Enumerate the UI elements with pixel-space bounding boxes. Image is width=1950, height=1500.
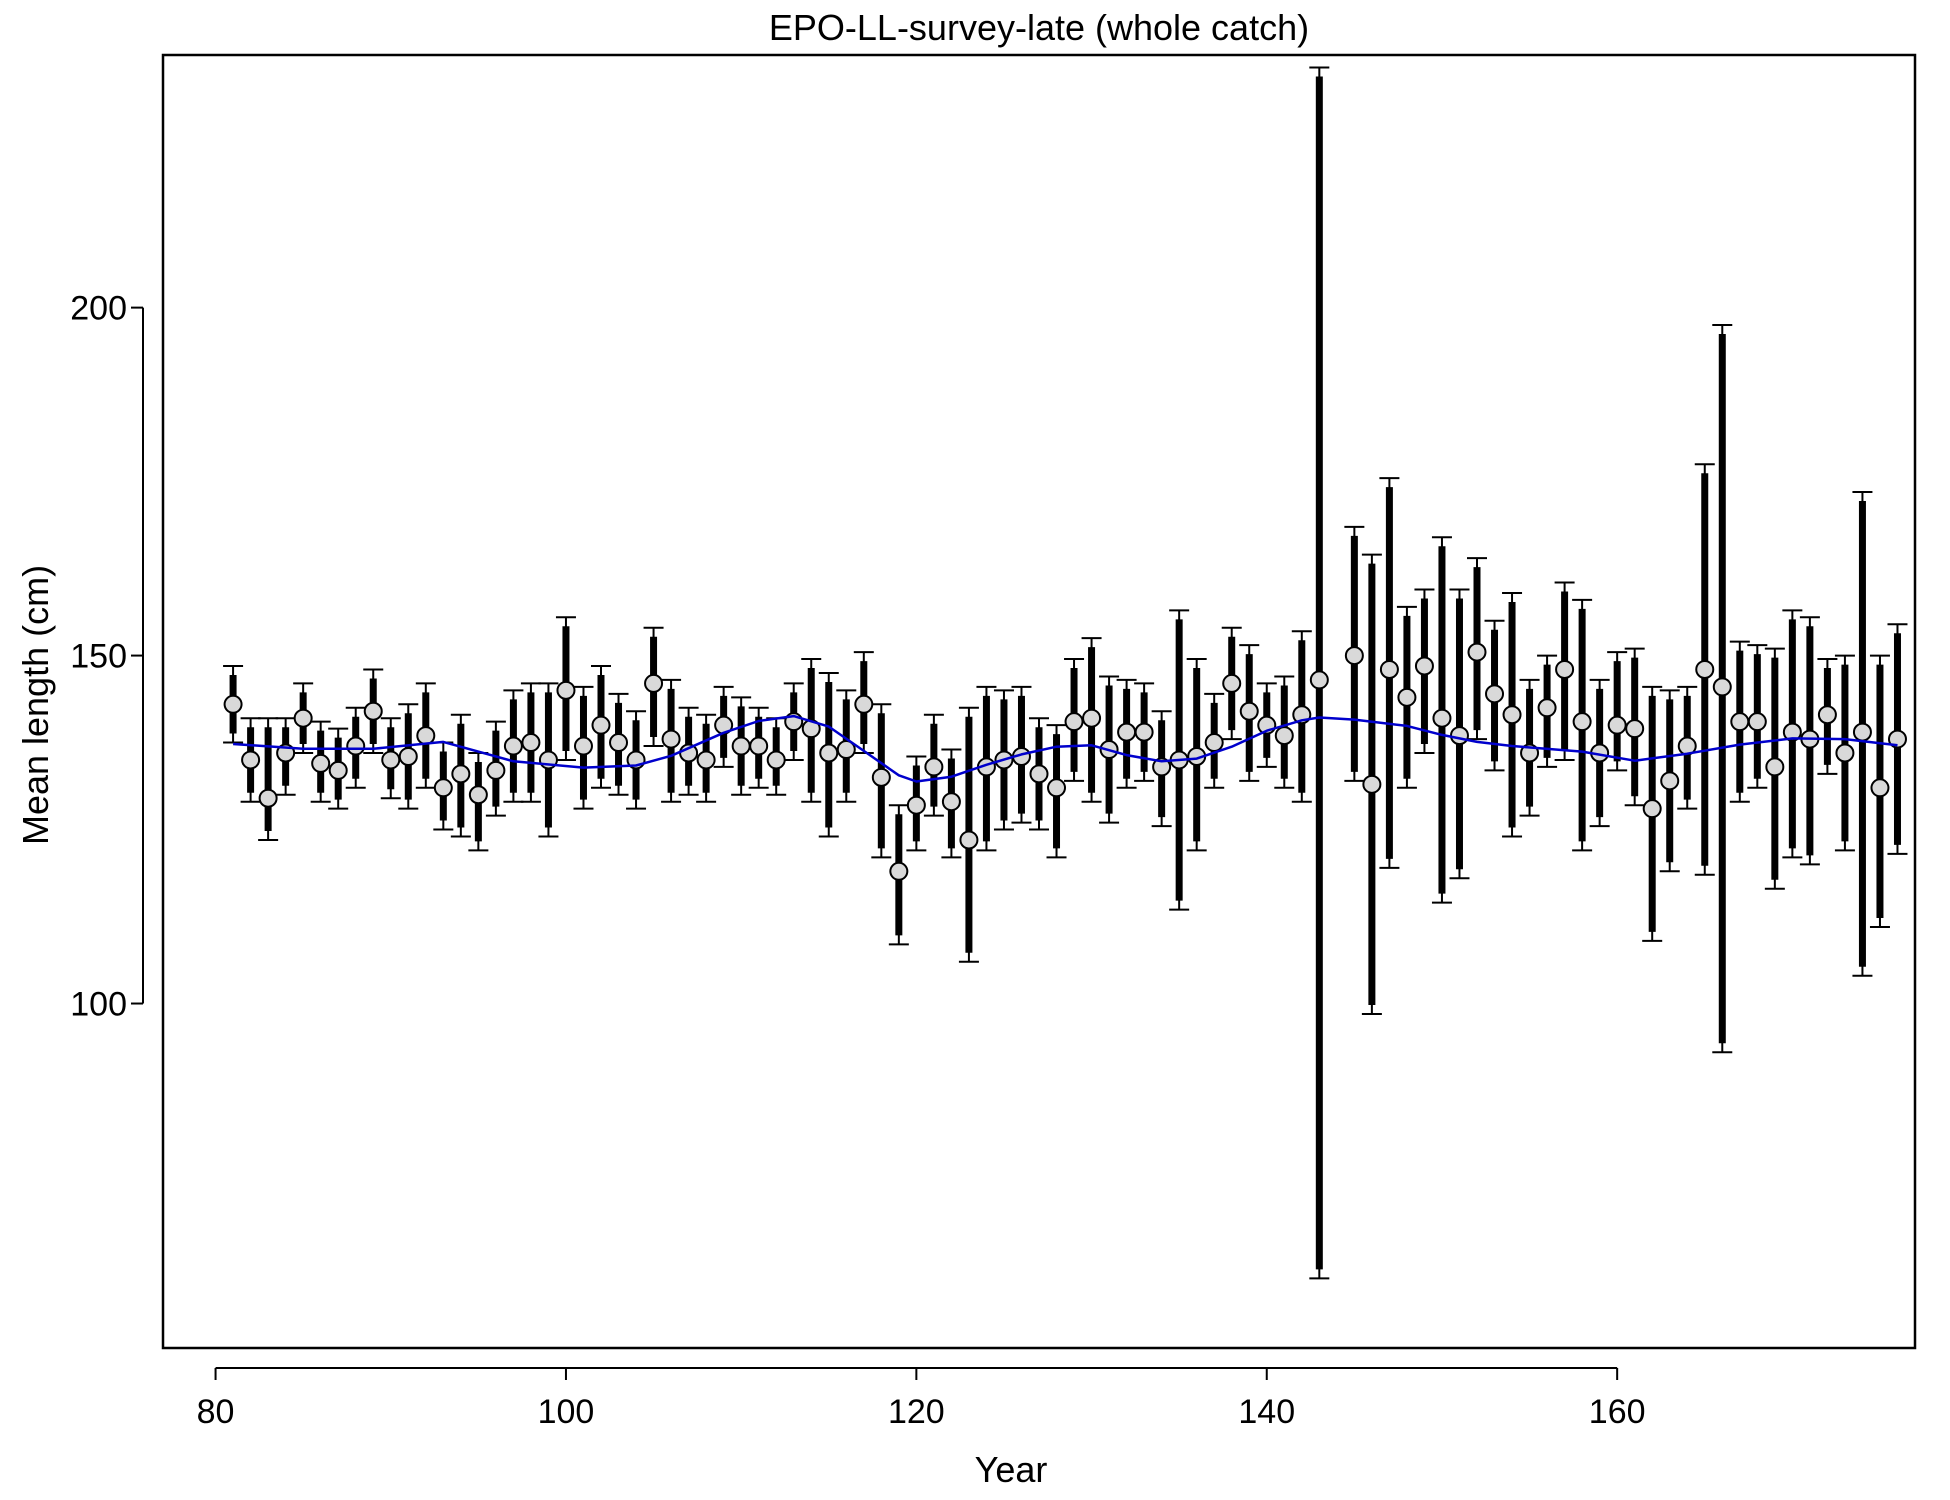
data-point (1082, 708, 1102, 728)
data-point (223, 694, 243, 714)
data-point (1397, 687, 1417, 707)
x-axis: 80 100 120 140 160 (197, 1367, 1646, 1431)
x-axis-label: Year (975, 1449, 1048, 1490)
data-point (836, 740, 856, 760)
data-point (381, 750, 401, 770)
data-point (871, 767, 891, 787)
expected-series (233, 714, 1898, 783)
data-point (573, 736, 593, 756)
data-point (1660, 771, 1680, 791)
data-point (346, 736, 366, 756)
data-point (416, 726, 436, 746)
data-point (591, 715, 611, 735)
data-point (1642, 799, 1662, 819)
y-axis-label: Mean length (cm) (15, 565, 56, 845)
data-point (293, 708, 313, 728)
data-point (731, 736, 751, 756)
data-point (1555, 659, 1575, 679)
data-point (959, 830, 979, 850)
data-point (1432, 708, 1452, 728)
data-point (609, 733, 629, 753)
x-tick-label: 120 (888, 1393, 945, 1431)
data-point (433, 778, 453, 798)
y-axis: 100 150 200 (70, 290, 144, 1024)
data-point (1344, 646, 1364, 666)
data-point (1152, 757, 1172, 777)
observed-series (223, 66, 1908, 1280)
data-point (1712, 677, 1732, 697)
x-tick-label: 140 (1238, 1393, 1295, 1431)
y-tick-label: 200 (70, 290, 127, 328)
data-point (889, 861, 909, 881)
data-point (1747, 712, 1767, 732)
data-point (696, 750, 716, 770)
data-point (521, 733, 541, 753)
data-point (854, 694, 874, 714)
data-point (1362, 774, 1382, 794)
x-tick-label: 100 (538, 1393, 595, 1431)
data-point (766, 750, 786, 770)
data-point (556, 680, 576, 700)
data-point (328, 760, 348, 780)
data-point (1870, 778, 1890, 798)
data-point (1222, 673, 1242, 693)
data-point (924, 757, 944, 777)
data-point (503, 736, 523, 756)
data-point (1817, 705, 1837, 725)
data-point (1047, 778, 1067, 798)
data-point (1852, 722, 1872, 742)
data-point (749, 736, 769, 756)
data-point (1117, 722, 1137, 742)
data-point (398, 746, 418, 766)
data-point (906, 795, 926, 815)
data-point (1502, 705, 1522, 725)
data-point (1467, 642, 1487, 662)
data-point (1134, 722, 1154, 742)
data-point (468, 785, 488, 805)
data-point (1309, 670, 1329, 690)
data-point (486, 760, 506, 780)
data-point (1625, 719, 1645, 739)
data-point (1379, 659, 1399, 679)
data-point (644, 673, 664, 693)
data-point (1204, 733, 1224, 753)
data-point (1064, 712, 1084, 732)
data-point (241, 750, 261, 770)
data-point (1835, 743, 1855, 763)
data-point (1730, 712, 1750, 732)
y-tick-label: 100 (70, 986, 127, 1024)
data-point (1695, 659, 1715, 679)
data-point (1537, 698, 1557, 718)
data-point (1572, 712, 1592, 732)
data-point (1414, 656, 1434, 676)
data-point (258, 788, 278, 808)
data-point (941, 792, 961, 812)
data-point (1029, 764, 1049, 784)
data-point (1887, 729, 1907, 749)
y-tick-label: 150 (70, 638, 127, 676)
data-point (1449, 726, 1469, 746)
plot-area-frame (161, 53, 1917, 1350)
data-point (451, 764, 471, 784)
data-point (661, 729, 681, 749)
data-point (1485, 684, 1505, 704)
x-tick-label: 80 (197, 1393, 235, 1431)
data-point (363, 701, 383, 721)
expected-fit-line (233, 714, 1898, 783)
data-point (1765, 757, 1785, 777)
x-tick-label: 160 (1589, 1393, 1646, 1431)
data-point (1782, 722, 1802, 742)
data-point (1239, 701, 1259, 721)
chart-title: EPO-LL-survey-late (whole catch) (769, 7, 1309, 48)
data-point (819, 743, 839, 763)
data-point (1274, 726, 1294, 746)
data-point (1607, 715, 1627, 735)
data-point (311, 753, 331, 773)
